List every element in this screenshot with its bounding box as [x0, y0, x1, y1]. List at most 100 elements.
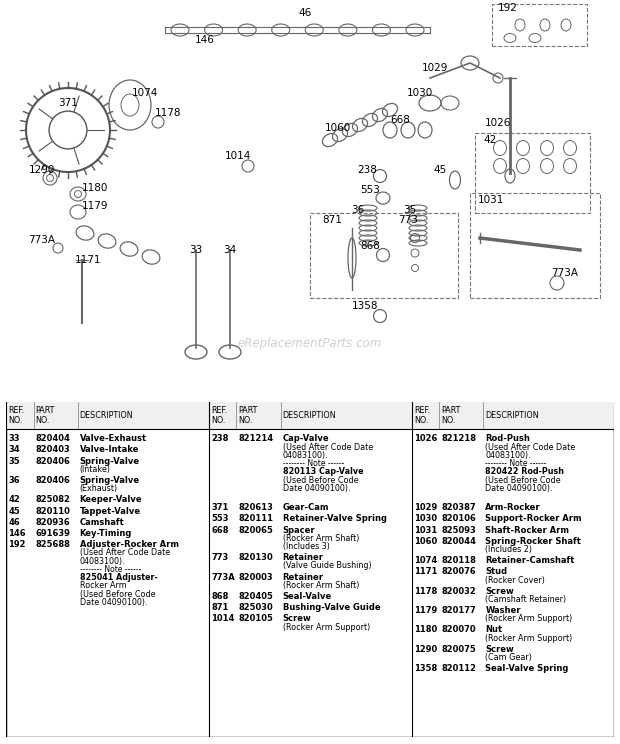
Text: Shaft-Rocker Arm: Shaft-Rocker Arm: [485, 525, 569, 534]
Text: (Used Before Code: (Used Before Code: [283, 475, 358, 484]
Text: 773A: 773A: [211, 573, 235, 582]
Text: 820406: 820406: [35, 476, 71, 485]
Text: 868: 868: [211, 592, 228, 601]
Text: 820405: 820405: [239, 592, 273, 601]
Text: 04083100).: 04083100).: [485, 451, 531, 460]
Text: Retainer-Valve Spring: Retainer-Valve Spring: [283, 514, 386, 523]
Text: 820105: 820105: [239, 615, 273, 623]
Text: (Rocker Arm Shaft): (Rocker Arm Shaft): [283, 581, 359, 590]
Text: Spacer: Spacer: [283, 525, 315, 534]
Text: Gear-Cam: Gear-Cam: [283, 503, 329, 512]
Text: 820075: 820075: [441, 645, 476, 654]
Text: Date 04090100).: Date 04090100).: [485, 484, 553, 493]
Text: 773A: 773A: [552, 268, 578, 278]
Text: Spring-Valve: Spring-Valve: [80, 476, 140, 485]
Text: (Used After Code Date: (Used After Code Date: [80, 548, 170, 557]
Text: 773: 773: [398, 215, 418, 225]
Text: 820113 Cap-Valve: 820113 Cap-Valve: [283, 467, 363, 476]
Text: 1029: 1029: [422, 63, 448, 73]
Text: 1179: 1179: [82, 201, 108, 211]
Text: Adjuster-Rocker Arm: Adjuster-Rocker Arm: [80, 540, 179, 549]
Text: 820130: 820130: [239, 554, 273, 562]
Text: REF.
NO.: REF. NO.: [8, 405, 24, 425]
Text: 35: 35: [404, 205, 417, 215]
Text: 1358: 1358: [414, 664, 437, 673]
Text: Cap-Valve: Cap-Valve: [283, 434, 329, 443]
Text: 820070: 820070: [441, 626, 476, 635]
Text: 192: 192: [8, 540, 25, 549]
Text: 1030: 1030: [407, 88, 433, 98]
Text: 1358: 1358: [352, 301, 378, 311]
Text: 36: 36: [8, 476, 20, 485]
Text: 1178: 1178: [155, 108, 181, 118]
Text: 820403: 820403: [35, 446, 70, 455]
Text: 34: 34: [223, 245, 237, 255]
Text: (Rocker Cover): (Rocker Cover): [485, 576, 546, 585]
Text: Retainer: Retainer: [283, 573, 324, 582]
Text: 1014: 1014: [225, 151, 251, 161]
Text: 146: 146: [195, 35, 215, 45]
Text: 1026: 1026: [414, 434, 437, 443]
Text: Rod-Push: Rod-Push: [485, 434, 530, 443]
Text: 821218: 821218: [441, 434, 476, 443]
Text: 46: 46: [8, 518, 20, 527]
Bar: [6, 402, 614, 429]
Text: 192: 192: [498, 3, 518, 13]
Text: 1074: 1074: [132, 88, 158, 98]
Text: (Rocker Arm Support): (Rocker Arm Support): [283, 623, 370, 632]
Text: 820032: 820032: [441, 587, 476, 596]
Text: 34: 34: [8, 446, 20, 455]
Text: 820404: 820404: [35, 434, 71, 443]
Text: 33: 33: [189, 245, 203, 255]
Text: 45: 45: [433, 165, 446, 175]
Text: (Exhaust): (Exhaust): [80, 484, 118, 493]
Text: 553: 553: [211, 514, 229, 523]
Text: 1171: 1171: [414, 567, 437, 577]
Text: Screw: Screw: [485, 587, 514, 596]
Text: (Intake): (Intake): [80, 465, 111, 474]
Text: Screw: Screw: [485, 645, 514, 654]
Bar: [470, 193, 600, 298]
Text: 820106: 820106: [441, 514, 476, 523]
Text: (Valve Guide Bushing): (Valve Guide Bushing): [283, 562, 371, 571]
Text: 871: 871: [211, 603, 228, 612]
Text: 1180: 1180: [414, 626, 437, 635]
Text: 1029: 1029: [414, 503, 437, 512]
Text: 1060: 1060: [325, 123, 351, 133]
Text: 45: 45: [8, 507, 20, 516]
Text: 238: 238: [357, 165, 377, 175]
Text: Retainer-Camshaft: Retainer-Camshaft: [485, 556, 575, 565]
Bar: [492, 4, 587, 46]
Text: 820111: 820111: [239, 514, 273, 523]
Text: eReplacementParts.com: eReplacementParts.com: [238, 336, 382, 350]
Text: Support-Rocker Arm: Support-Rocker Arm: [485, 514, 582, 523]
Text: Date 04090100).: Date 04090100).: [80, 598, 147, 607]
Text: 553: 553: [360, 185, 380, 195]
Text: 820110: 820110: [35, 507, 71, 516]
Text: 1180: 1180: [82, 183, 108, 193]
Text: 1074: 1074: [414, 556, 437, 565]
Text: PART
NO.: PART NO.: [441, 405, 461, 425]
Text: 146: 146: [8, 529, 26, 538]
Text: 1060: 1060: [414, 536, 437, 545]
Text: 668: 668: [211, 525, 229, 534]
Text: 820076: 820076: [441, 567, 476, 577]
Text: 820177: 820177: [441, 606, 476, 615]
Text: 371: 371: [211, 503, 228, 512]
Text: 46: 46: [298, 8, 312, 18]
Text: 825093: 825093: [441, 525, 476, 534]
Text: PART
NO.: PART NO.: [239, 405, 258, 425]
Text: (Rocker Arm Support): (Rocker Arm Support): [485, 634, 573, 643]
Text: 1290: 1290: [29, 165, 55, 175]
Text: DESCRIPTION: DESCRIPTION: [283, 411, 336, 420]
Text: Washer: Washer: [485, 606, 521, 615]
Text: Key-Timing: Key-Timing: [80, 529, 132, 538]
Text: Seal-Valve: Seal-Valve: [283, 592, 332, 601]
Text: 1171: 1171: [75, 255, 101, 265]
Text: 691639: 691639: [35, 529, 71, 538]
Text: REF.
NO.: REF. NO.: [211, 405, 228, 425]
Text: 33: 33: [8, 434, 20, 443]
Text: 1178: 1178: [414, 587, 437, 596]
Text: 773A: 773A: [29, 235, 56, 245]
Text: 371: 371: [58, 98, 78, 108]
